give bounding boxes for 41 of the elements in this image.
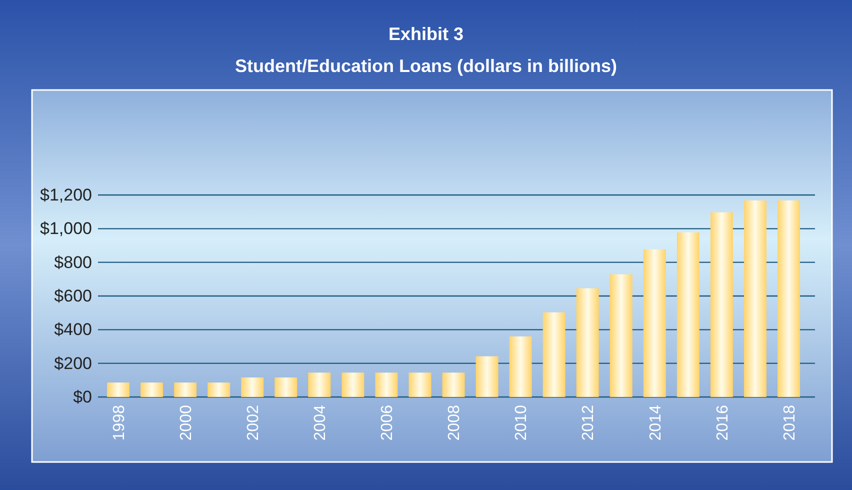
y-tick-label: $1,000 xyxy=(40,219,92,238)
bar xyxy=(375,372,398,397)
x-tick-label: 2004 xyxy=(312,404,330,441)
x-tick-label: 2012 xyxy=(580,404,598,441)
bar xyxy=(274,377,298,397)
bar xyxy=(778,200,800,397)
y-tick-label: $200 xyxy=(54,354,92,373)
bar xyxy=(710,212,733,397)
bar xyxy=(241,377,264,397)
bar xyxy=(509,336,532,397)
x-tick-label: 2000 xyxy=(178,404,195,441)
y-tick-label: $800 xyxy=(54,252,92,272)
bar xyxy=(676,232,700,397)
x-tick-label: 2010 xyxy=(513,404,530,441)
x-tick-label: 2006 xyxy=(379,404,396,441)
bar xyxy=(643,249,666,397)
chart-subtitle: Student/Education Loans (dollars in billions) xyxy=(234,56,618,76)
y-tick-label: $600 xyxy=(54,286,92,306)
y-tick-label: $0 xyxy=(73,387,92,406)
x-tick-label: 2014 xyxy=(647,404,664,441)
bar xyxy=(408,372,432,397)
bar xyxy=(744,200,766,397)
bar xyxy=(208,382,230,397)
bar xyxy=(476,356,498,397)
x-tick-label: 2018 xyxy=(781,404,798,441)
bar xyxy=(542,312,566,397)
bar xyxy=(308,372,331,397)
bar xyxy=(174,382,197,397)
bar xyxy=(107,382,130,397)
y-tick-label: $400 xyxy=(54,320,92,340)
bar xyxy=(140,382,164,397)
bar xyxy=(610,274,632,397)
bar xyxy=(576,288,599,397)
x-tick-label: 1998 xyxy=(110,404,128,441)
chart-title: Exhibit 3 xyxy=(388,24,464,44)
x-tick-label: 2016 xyxy=(714,404,732,441)
x-tick-label: 2008 xyxy=(446,404,464,441)
bar xyxy=(442,372,465,397)
y-tick-label: $1,200 xyxy=(40,185,92,204)
bar xyxy=(342,372,364,397)
x-tick-label: 2002 xyxy=(244,404,262,441)
